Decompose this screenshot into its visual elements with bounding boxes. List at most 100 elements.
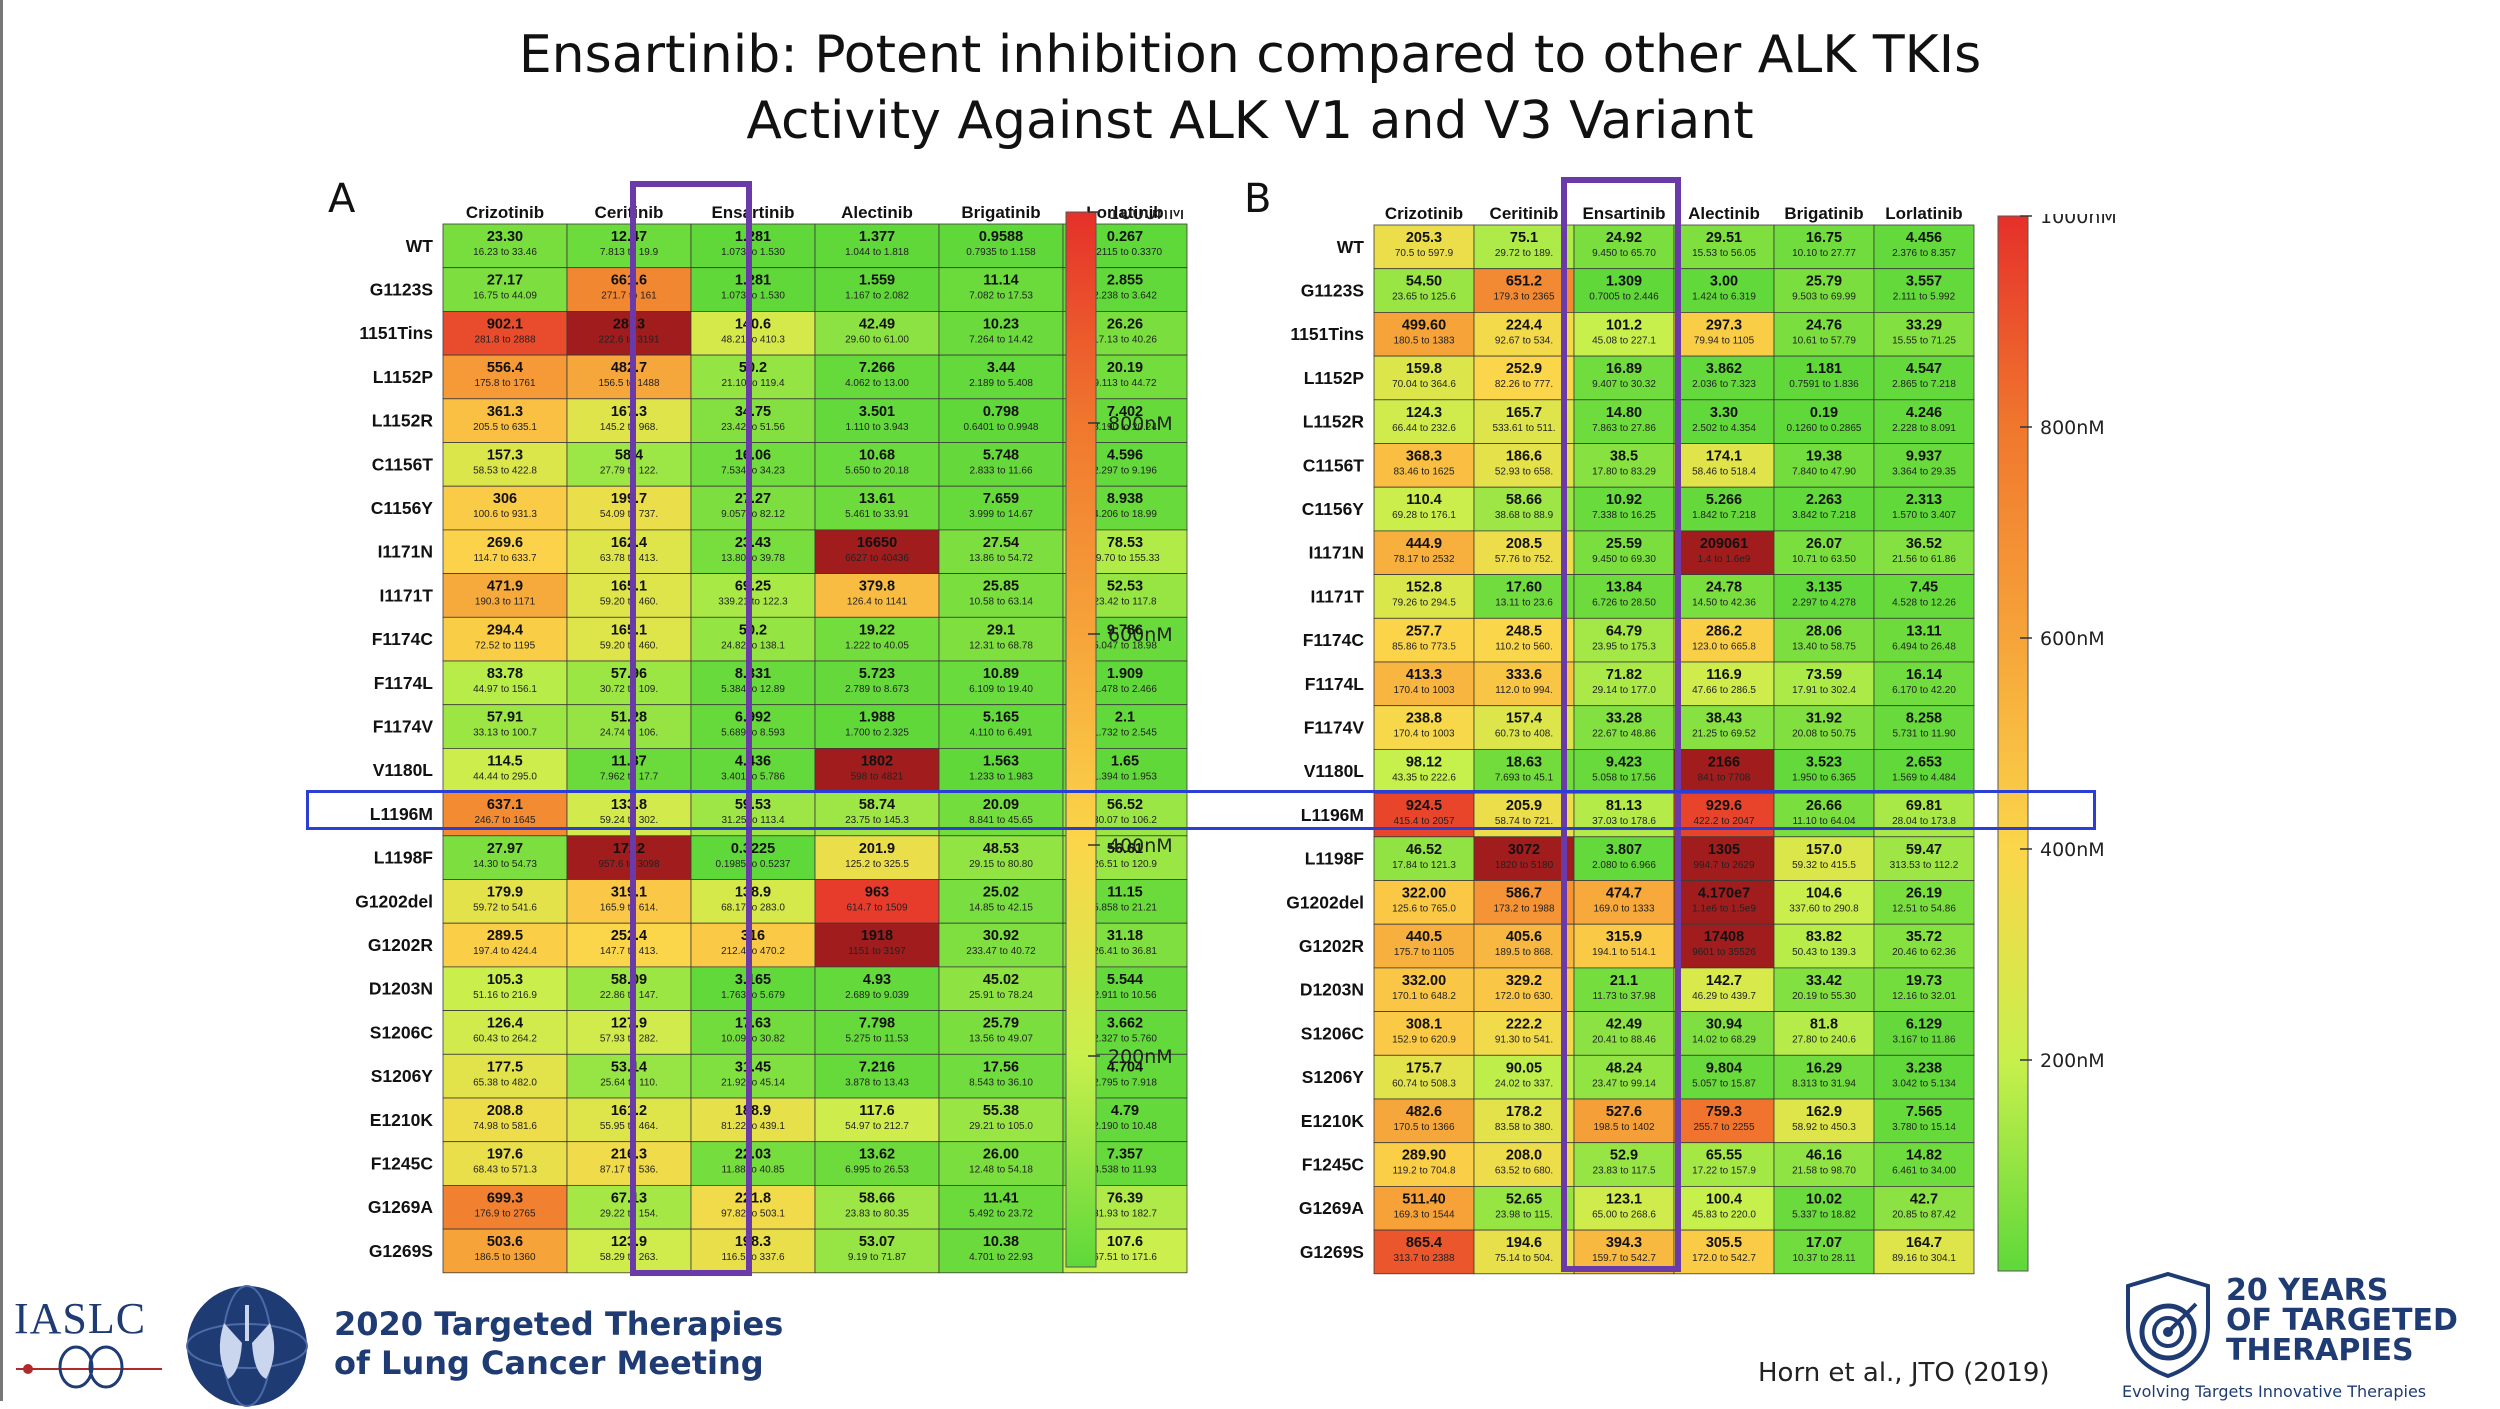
cell-ci: 24.02 to 337.	[1495, 1078, 1553, 1089]
heatmap-cell	[1673, 574, 1775, 619]
heatmap-cell	[566, 747, 692, 793]
row-header: G1202R	[368, 935, 433, 955]
colorbar-tick-label: 800nM	[2040, 417, 2105, 439]
cell-value: 5.266	[1706, 492, 1742, 508]
cell-ci: 2.376 to 8.357	[1892, 248, 1956, 259]
cell-ci: 11.73 to 37.98	[1592, 991, 1656, 1002]
cell-value: 3.862	[1706, 361, 1742, 377]
cell-value: 157.0	[1806, 842, 1842, 858]
cell-value: 55.38	[983, 1103, 1019, 1119]
heatmap-cell	[690, 1141, 816, 1186]
cell-ci: 91.30 to 541.	[1495, 1035, 1553, 1046]
heatmap-cell	[1773, 1142, 1875, 1187]
heatmap-cell	[938, 485, 1064, 531]
cell-value: 4.170e7	[1698, 885, 1750, 901]
cell-value: 289.90	[1402, 1148, 1446, 1164]
cell-ci: 8.543 to 36.10	[969, 1077, 1033, 1088]
cell-ci: 1.763 to 5.679	[721, 990, 785, 1001]
row-header: F1174C	[1303, 630, 1365, 650]
anniversary-text: 20 YEARS OF TARGETED THERAPIES	[2226, 1276, 2458, 1366]
cell-value: 56.52	[1107, 797, 1143, 813]
row-header: V1180L	[373, 760, 434, 780]
cell-value: 105.3	[487, 972, 523, 988]
heatmap-cell	[1873, 486, 1975, 532]
cell-ci: 1151 to 3197	[848, 946, 906, 957]
cell-value: 83.78	[487, 666, 523, 682]
heatmap-cell	[566, 660, 692, 706]
cell-ci: 9.450 to 65.70	[1592, 248, 1656, 259]
cell-ci: 44.44 to 295.0	[473, 771, 537, 782]
cell-ci: 72.52 to 1195	[475, 640, 536, 651]
cell-value: 138.9	[735, 884, 771, 900]
cell-value: 53.07	[859, 1234, 895, 1250]
heatmap-cell	[1773, 574, 1875, 619]
cell-ci: 29.21 to 105.0	[969, 1121, 1033, 1132]
heatmap-cell	[938, 1053, 1064, 1099]
heatmap-cell	[1873, 399, 1975, 444]
cell-value: 0.3225	[731, 841, 775, 857]
heatmap-cell	[442, 223, 568, 269]
heatmap-cell	[442, 529, 568, 574]
cell-value: 3.238	[1906, 1060, 1942, 1076]
cell-value: 963	[865, 884, 889, 900]
cell-ci: 212.4 to 470.2	[721, 946, 785, 957]
ensartinib-highlight-b	[1561, 177, 1681, 1272]
cell-value: 17.60	[1506, 580, 1542, 596]
heatmap-cell	[1773, 311, 1875, 357]
row-header: G1202R	[1299, 936, 1364, 956]
cell-ci: 47.66 to 286.5	[1692, 685, 1756, 696]
cell-value: 305.5	[1706, 1235, 1742, 1251]
heatmap-cell	[1373, 1054, 1475, 1100]
cell-value: 699.3	[487, 1190, 523, 1206]
cell-value: 308.1	[1406, 1017, 1442, 1033]
row-header: F1245C	[1302, 1155, 1365, 1175]
cell-value: 17408	[1704, 929, 1744, 945]
row-header: S1206Y	[371, 1066, 434, 1086]
cell-value: 177.5	[487, 1059, 523, 1075]
cell-value: 16.75	[1806, 230, 1842, 246]
cell-value: 67.13	[611, 1190, 647, 1206]
cell-value: 5.748	[983, 447, 1019, 463]
cell-value: 361.3	[487, 404, 523, 420]
cell-value: 20.19	[1107, 360, 1143, 376]
heatmap-cell	[1573, 268, 1675, 313]
cell-ci: 2.297 to 4.278	[1792, 598, 1856, 609]
cell-ci: 114.7 to 633.7	[473, 553, 537, 564]
heatmap-cell	[1473, 399, 1575, 444]
cell-ci: 13.56 to 49.07	[969, 1034, 1033, 1045]
row-header: L1152P	[373, 367, 434, 387]
cell-value: 3.807	[1606, 842, 1642, 858]
cell-ci: 7.840 to 47.90	[1792, 466, 1856, 477]
cell-ci: 1.424 to 6.319	[1692, 292, 1756, 303]
cell-value: 224.4	[1506, 317, 1542, 333]
cell-ci: 7.693 to 45.1	[1495, 772, 1554, 783]
cell-ci: 78.17 to 2532	[1393, 554, 1455, 565]
cell-ci: 5.057 to 15.87	[1692, 1078, 1756, 1089]
heatmap-cell	[442, 1228, 568, 1274]
heatmap-cell	[442, 310, 568, 356]
cell-ci: 12.48 to 54.18	[969, 1165, 1033, 1176]
cell-value: 76.39	[1107, 1190, 1143, 1206]
cell-value: 30.92	[983, 928, 1019, 944]
cell-value: 2.1	[1115, 710, 1135, 726]
row-header: L1152R	[1303, 412, 1365, 432]
heatmap-cell	[1573, 923, 1675, 969]
cell-value: 2813	[613, 316, 645, 332]
cell-value: 294.4	[487, 622, 523, 638]
cell-value: 75.1	[1510, 230, 1538, 246]
cell-value: 81.13	[1606, 798, 1642, 814]
row-header: C1156T	[372, 454, 434, 474]
cell-value: 26.66	[1806, 798, 1842, 814]
colorbar-tick-label: 600nM	[1108, 624, 1173, 646]
heatmap-cell	[1873, 617, 1975, 663]
heatmap-cell	[938, 704, 1064, 749]
anniversary-line-3: THERAPIES	[2226, 1333, 2414, 1368]
heatmap-cell	[1473, 443, 1575, 488]
cell-ci: 2.111 to 5.992	[1893, 292, 1956, 303]
row-header: WT	[1337, 237, 1365, 257]
cell-value: 3.44	[987, 360, 1015, 376]
heatmap-cell	[1673, 1185, 1775, 1231]
cell-value: 116.9	[1706, 667, 1741, 683]
cell-value: 4.596	[1107, 447, 1143, 463]
cell-value: 7.216	[859, 1059, 895, 1075]
